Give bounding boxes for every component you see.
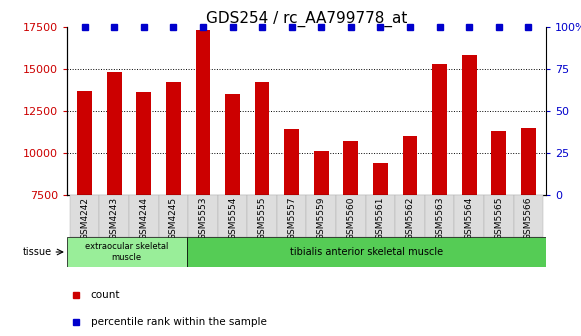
Text: GSM5561: GSM5561 — [376, 197, 385, 241]
Bar — [462, 55, 476, 195]
Text: GSM5559: GSM5559 — [317, 197, 326, 241]
Text: extraocular skeletal
muscle: extraocular skeletal muscle — [85, 242, 168, 262]
Text: percentile rank within the sample: percentile rank within the sample — [91, 317, 267, 327]
Text: GSM5562: GSM5562 — [406, 197, 414, 240]
Text: GSM4243: GSM4243 — [110, 197, 119, 240]
Bar — [336, 195, 365, 237]
Bar — [67, 237, 187, 267]
Bar — [277, 195, 307, 237]
Bar — [107, 72, 121, 195]
Text: GSM4245: GSM4245 — [169, 197, 178, 240]
Bar — [218, 195, 248, 237]
Bar — [188, 195, 218, 237]
Bar — [99, 195, 129, 237]
Text: GSM5553: GSM5553 — [199, 197, 207, 241]
Bar — [284, 129, 299, 195]
Text: GSM5563: GSM5563 — [435, 197, 444, 241]
Text: GSM4244: GSM4244 — [139, 197, 148, 240]
Bar — [514, 195, 543, 237]
Bar — [129, 195, 159, 237]
Bar — [343, 141, 358, 195]
Bar — [454, 195, 484, 237]
Text: GSM5560: GSM5560 — [346, 197, 356, 241]
Bar — [492, 131, 506, 195]
Bar — [137, 92, 151, 195]
Bar — [395, 195, 425, 237]
Text: GSM5554: GSM5554 — [228, 197, 237, 240]
Bar — [432, 64, 447, 195]
Text: GSM5566: GSM5566 — [524, 197, 533, 241]
Title: GDS254 / rc_AA799778_at: GDS254 / rc_AA799778_at — [206, 11, 407, 27]
Bar — [159, 195, 188, 237]
Text: GSM4242: GSM4242 — [80, 197, 89, 240]
Bar — [521, 128, 536, 195]
Text: GSM5565: GSM5565 — [494, 197, 503, 241]
Bar — [196, 30, 210, 195]
Bar — [166, 82, 181, 195]
Text: GSM5555: GSM5555 — [257, 197, 267, 241]
Text: tibialis anterior skeletal muscle: tibialis anterior skeletal muscle — [290, 247, 443, 257]
Bar — [365, 195, 395, 237]
Bar — [307, 195, 336, 237]
Bar — [225, 94, 240, 195]
Bar — [187, 237, 546, 267]
Text: count: count — [91, 290, 120, 300]
Bar — [484, 195, 514, 237]
Bar — [373, 163, 388, 195]
Bar — [77, 91, 92, 195]
Bar — [425, 195, 454, 237]
Bar — [314, 151, 329, 195]
Bar — [248, 195, 277, 237]
Text: tissue: tissue — [23, 247, 52, 257]
Bar — [70, 195, 99, 237]
Bar — [403, 136, 417, 195]
Text: GSM5564: GSM5564 — [465, 197, 474, 240]
Bar — [254, 82, 270, 195]
Text: GSM5557: GSM5557 — [287, 197, 296, 241]
